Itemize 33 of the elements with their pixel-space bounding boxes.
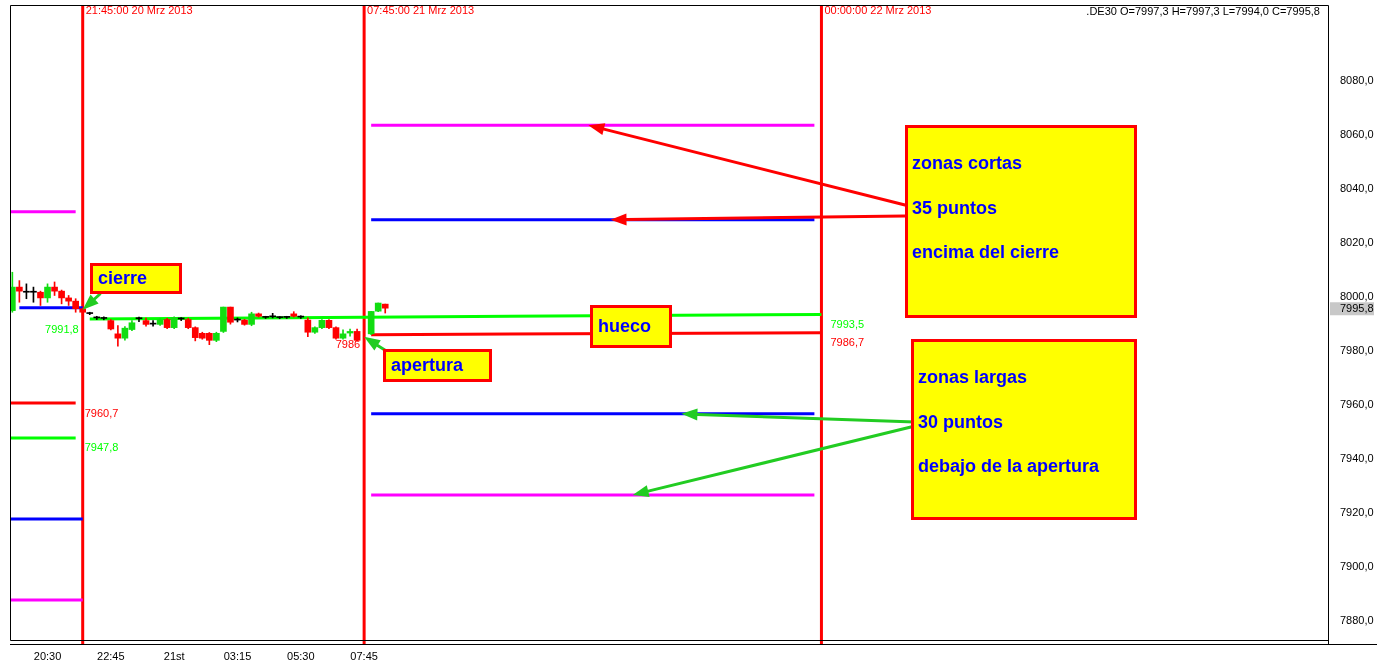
y-tick-label: 7880,0 [1340, 614, 1374, 627]
text: zonas cortas 35 puntos encima del cierre [912, 153, 1060, 262]
y-tick-label: 8060,0 [1340, 127, 1374, 140]
ref-line-label: 21:45:00 20 Mrz 2013 [85, 4, 193, 17]
y-tick-label: 8080,0 [1340, 73, 1374, 86]
data-label: 7986 [335, 338, 361, 351]
y-tick-label: 7920,0 [1340, 506, 1374, 519]
y-tick-label: 7940,0 [1340, 451, 1374, 464]
y-tick-label: 8040,0 [1340, 181, 1374, 194]
x-tick-label: 21st [163, 649, 185, 662]
ref-line-label: 00:00:00 22 Mrz 2013 [824, 4, 932, 17]
annotation: cierre [98, 267, 148, 290]
data-label: 7947,8 [84, 441, 119, 454]
data-label: 7993,5 [830, 317, 865, 330]
x-tick-label: 05:30 [287, 649, 315, 662]
y-tick-label: 7960,0 [1340, 397, 1374, 410]
annotation: apertura [391, 354, 464, 377]
y-tick-label: 8020,0 [1340, 235, 1374, 248]
x-tick-label: 07:45 [350, 649, 378, 662]
ref-line-label: 07:45:00 21 Mrz 2013 [367, 4, 475, 17]
x-tick-label: 20:30 [33, 649, 62, 662]
y-tick-label: 7900,0 [1340, 560, 1374, 573]
annotation: .DE30 O=7997,3 H=7997,3 L=7994,0 C=7995,8 [1086, 5, 1320, 18]
data-label: 7960,7 [84, 406, 119, 419]
x-tick-label: 03:15 [223, 649, 252, 662]
data-label: 7991,8 [45, 322, 79, 335]
text: 7995,8 [1340, 302, 1374, 315]
text: zonas largas 30 puntos debajo de la apertura [918, 367, 1100, 476]
data-label: 7986,7 [830, 336, 865, 349]
annotation: hueco [598, 315, 652, 338]
y-tick-label: 7980,0 [1340, 343, 1374, 356]
x-tick-label: 22:45 [97, 649, 125, 662]
y-tick-label: 8000,0 [1340, 289, 1374, 302]
